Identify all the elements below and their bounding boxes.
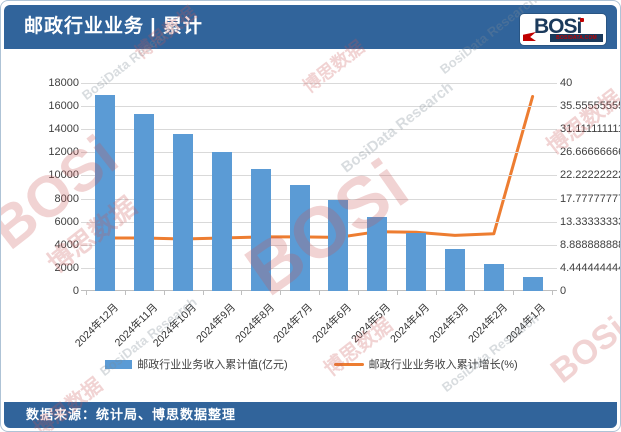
x-axis-label: 2024年9月 (193, 301, 238, 346)
page-title: 邮政行业业务 | 累计 (24, 16, 203, 37)
bar (251, 169, 271, 291)
x-axis-labels: 2024年12月 2024年11月 2024年10月 2024年9月 2024年8月 20… (73, 296, 552, 358)
y-axis-tick-left: 12000 (48, 146, 79, 158)
x-axis-tick (358, 291, 359, 295)
y-axis-tick-left: 6000 (54, 216, 79, 228)
y-axis-tick-left: 8000 (54, 193, 79, 205)
bar (328, 200, 348, 291)
x-axis-label: 2024年8月 (232, 301, 277, 346)
x-axis-tick (513, 291, 514, 295)
bar (523, 277, 543, 291)
y-axis-tick-right: 4.444444444444443 (560, 262, 620, 274)
legend-label: 邮政行业业务收入累计增长(%) (368, 359, 518, 371)
y-axis-tick-left: 2000 (54, 262, 79, 274)
y-axis-tick-left: 18000 (48, 77, 79, 89)
gridline (81, 106, 557, 107)
gridline (81, 199, 557, 200)
x-axis-label: 2024年2月 (465, 301, 510, 346)
y-axis-tick-right: 40 (560, 77, 573, 89)
y-axis-tick-left: 0 (72, 285, 79, 297)
y-axis-tick-left: 16000 (48, 100, 79, 112)
plot-area (81, 83, 557, 295)
legend-item-revenue: 邮政行业业务收入累计值(亿元) (105, 356, 288, 372)
x-axis-tick (280, 291, 281, 295)
bar (212, 152, 232, 291)
gridline (81, 222, 557, 223)
bar (290, 185, 310, 291)
gridline (81, 268, 557, 269)
y-axis-tick-right: 22.22222222222222 (560, 169, 620, 181)
bar-swatch-icon (105, 359, 133, 369)
x-axis-label: 2024年4月 (388, 301, 432, 346)
header-bar: 邮政行业业务 | 累计 BOSi BOSIDATA.COM (4, 5, 617, 49)
gridline (81, 290, 557, 291)
x-axis-tick (125, 291, 126, 295)
x-axis-label: 2024年3月 (426, 301, 471, 346)
y-axis-tick-left: 4000 (54, 239, 79, 251)
bar (484, 264, 504, 291)
x-axis-tick (436, 291, 437, 295)
x-axis-tick (86, 291, 87, 295)
growth-line-series (103, 95, 535, 241)
x-axis-label: 2024年7月 (271, 301, 316, 346)
y-axis-tick-right: 0 (560, 285, 567, 297)
gridline (81, 83, 557, 84)
x-axis-tick (241, 291, 242, 295)
legend-label: 邮政行业业务收入累计值(亿元) (137, 359, 288, 371)
x-axis-label: 2024年5月 (349, 301, 394, 346)
bar (406, 233, 426, 291)
x-axis-tick (203, 291, 204, 295)
gridline (81, 245, 557, 246)
gridline (81, 175, 557, 176)
logo-text: BOSi (534, 15, 582, 38)
footer-bar: 数据来源：统计局、博思数据整理 (4, 402, 617, 428)
x-axis-tick (474, 291, 475, 295)
growth-line (103, 95, 535, 241)
bar (445, 249, 465, 291)
y-axis-tick-left: 14000 (48, 123, 79, 135)
bar (95, 95, 115, 291)
legend-item-growth: 邮政行业业务收入累计增长(%) (333, 356, 518, 372)
x-axis-label: 2024年6月 (310, 301, 355, 346)
y-axis-tick-right: 17.77777777777778 (560, 193, 620, 205)
y-axis-tick-right: 8.88888888888889 (560, 239, 620, 251)
gridline (81, 129, 557, 130)
bosi-logo: BOSi BOSIDATA.COM (520, 14, 606, 45)
y-axis-left: 18000 16000 14000 12000 10000 8000 6000 4000 200… (27, 77, 79, 297)
gridline (81, 152, 557, 153)
logo-site-text: BOSIDATA.COM (556, 35, 597, 41)
logo-site-bar: BOSIDATA.COM (550, 34, 603, 42)
legend: 邮政行业业务收入累计值(亿元) 邮政行业业务收入累计增长(%) (1, 356, 620, 372)
y-axis-tick-right: 26.666666666666664 (560, 146, 620, 158)
x-axis-tick (164, 291, 165, 295)
y-axis-tick-right: 13.333333333333332 (560, 216, 620, 228)
y-axis-tick-left: 10000 (48, 169, 79, 181)
x-axis-label: 2024年1月 (504, 301, 549, 346)
y-axis-tick-right: 35.55555555555556 (560, 100, 620, 112)
logo-arrow-icon (523, 32, 536, 41)
y-axis-tick-right: 31.11111111111111 (560, 123, 621, 135)
bar (173, 134, 193, 291)
y-axis-right: 40 35.55555555555556 31.11111111111111 26.6… (560, 77, 621, 297)
bar (134, 114, 154, 291)
watermark-text: BOSi (543, 309, 621, 391)
data-source: 数据来源：统计局、博思数据整理 (26, 407, 237, 422)
x-axis-tick (319, 291, 320, 295)
logo-i-dot-icon (580, 18, 584, 22)
line-swatch-icon (333, 362, 364, 366)
x-axis-tick (552, 291, 553, 295)
x-axis-tick (397, 291, 398, 295)
bar (367, 217, 387, 291)
